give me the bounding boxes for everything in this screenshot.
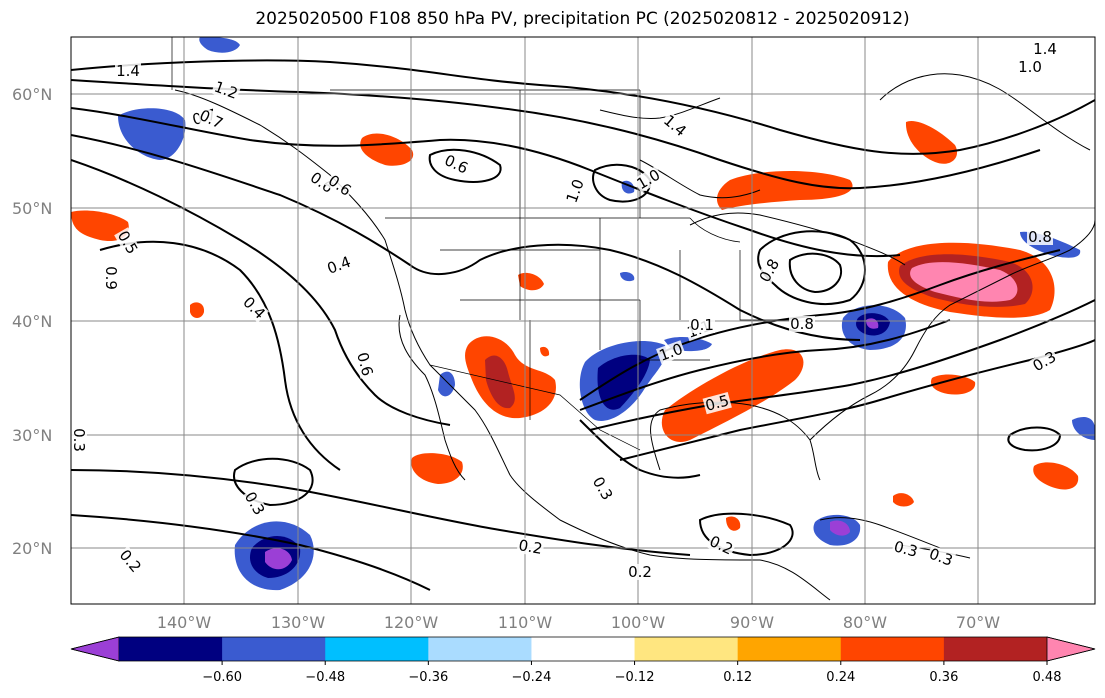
lon-label-120w: 120°W bbox=[384, 613, 439, 632]
lat-label-30n: 30°N bbox=[12, 426, 52, 445]
colorbar-segment bbox=[840, 637, 945, 661]
contour-label: 0.9 bbox=[102, 266, 120, 290]
contour-label-bg bbox=[659, 111, 691, 141]
colorbar-outline bbox=[70, 636, 1096, 662]
contour-label-bg bbox=[926, 545, 956, 570]
colorbar-tick-label: −0.48 bbox=[305, 670, 345, 685]
colorbar-segment bbox=[428, 637, 532, 661]
contour-label-bg bbox=[103, 265, 119, 291]
colorbar-tick-label: 0.48 bbox=[1033, 670, 1062, 685]
lon-label-110w: 110°W bbox=[498, 613, 553, 632]
colorbar-segment bbox=[222, 637, 326, 661]
map-frame bbox=[70, 36, 1096, 605]
contour-label: 0.6 bbox=[353, 350, 377, 378]
contour-label-bg bbox=[324, 171, 355, 200]
lon-label-70w: 70°W bbox=[956, 613, 1000, 632]
colorbar-tick-label: −0.60 bbox=[202, 670, 242, 685]
contour-label: 0.1 bbox=[690, 316, 714, 334]
contour-label-bg bbox=[114, 227, 142, 258]
contour-label-bg bbox=[633, 165, 664, 193]
colorbar-segment bbox=[737, 637, 842, 661]
contour-label-bg bbox=[1027, 229, 1053, 245]
contour-label-bg bbox=[627, 564, 653, 580]
latitude-labels: 60°N 50°N 40°N 30°N 20°N bbox=[12, 85, 52, 558]
contour-label-bg bbox=[516, 536, 545, 558]
colorbar bbox=[70, 636, 1096, 662]
contour-label-bg bbox=[115, 63, 141, 79]
contour-label: 1.4 bbox=[1033, 40, 1057, 58]
lat-label-40n: 40°N bbox=[12, 312, 52, 331]
precip-negative-alaska bbox=[118, 108, 186, 160]
contour-label-bg bbox=[1017, 59, 1043, 75]
precip-positive-gulf bbox=[661, 349, 804, 442]
contour-label: 0.2 bbox=[517, 536, 544, 558]
precip-positive-bc bbox=[360, 133, 414, 166]
colorbar-tick-label: 0.24 bbox=[826, 670, 855, 685]
lon-label-100w: 100°W bbox=[611, 613, 666, 632]
lat-label-50n: 50°N bbox=[12, 199, 52, 218]
colorbar-tick-label: −0.36 bbox=[408, 670, 448, 685]
contour-label: 0.8 bbox=[1028, 228, 1052, 246]
precip-positive-ontario bbox=[716, 171, 853, 210]
contour-label-bg bbox=[589, 473, 617, 504]
contour-label: 0.2 bbox=[628, 563, 652, 581]
lat-label-60n: 60°N bbox=[12, 85, 52, 104]
map-title: 2025020500 F108 850 hPa PV, precipitatio… bbox=[255, 9, 910, 29]
contour-label-bg bbox=[239, 293, 269, 323]
contour-label-bg bbox=[563, 176, 588, 206]
contour-label-bg bbox=[353, 349, 376, 379]
contour-label-bg bbox=[891, 538, 921, 561]
graticule bbox=[71, 37, 1095, 604]
contour-label-bg bbox=[706, 532, 737, 559]
contour-label: 0.3 bbox=[70, 428, 88, 452]
colorbar-segment bbox=[325, 637, 429, 661]
lat-label-20n: 20°N bbox=[12, 539, 52, 558]
colorbar-segment bbox=[119, 637, 223, 661]
colorbar-tick-label: −0.12 bbox=[615, 670, 655, 685]
contour-label-bg bbox=[1029, 347, 1060, 375]
contour-label: 0.5 bbox=[703, 391, 731, 415]
contour-label-bg bbox=[755, 255, 783, 286]
contour-label-bg bbox=[1032, 41, 1058, 57]
colorbar-extend-high bbox=[1046, 636, 1096, 662]
contour-label-bg bbox=[211, 78, 241, 103]
lon-label-140w: 140°W bbox=[157, 613, 212, 632]
contour-label-bg bbox=[241, 488, 269, 519]
contour-label-bg bbox=[71, 427, 87, 453]
lon-label-80w: 80°W bbox=[843, 613, 887, 632]
contour-label-bg bbox=[702, 392, 732, 415]
contour-label-bg bbox=[196, 106, 227, 133]
contour-label: 1.4 bbox=[116, 62, 140, 80]
contour-label: 0.8 bbox=[790, 315, 814, 333]
colorbar-segment bbox=[531, 637, 636, 661]
contour-label-bg bbox=[115, 545, 145, 577]
colorbar-extend-low bbox=[70, 636, 120, 662]
colorbar-tick-labels: −0.60 −0.48 −0.36 −0.24 −0.12 0.12 0.24 0.36 0.4… bbox=[202, 661, 1062, 685]
contour-label-bg bbox=[656, 340, 686, 365]
contour-label-bg bbox=[789, 316, 815, 332]
contour-label-bg bbox=[324, 253, 354, 278]
lon-label-130w: 130°W bbox=[271, 613, 326, 632]
longitude-labels: 140°W 130°W 120°W 110°W 100°W 90°W 80°W … bbox=[157, 613, 1000, 632]
contour-label: 1.0 bbox=[1018, 58, 1042, 76]
contour-label-bg bbox=[689, 317, 715, 333]
colorbar-tick-label: 0.36 bbox=[929, 670, 958, 685]
contour-label-bg bbox=[306, 168, 337, 197]
colorbar-segment bbox=[943, 637, 1048, 661]
contour-label: 0.3 bbox=[892, 537, 920, 561]
contour-label-bg bbox=[441, 151, 472, 178]
lon-label-90w: 90°W bbox=[730, 613, 774, 632]
colorbar-tick-label: 0.12 bbox=[723, 670, 752, 685]
precip-positive-southwest bbox=[465, 336, 556, 419]
colorbar-segment bbox=[634, 637, 739, 661]
colorbar-tick-label: −0.24 bbox=[512, 670, 552, 685]
